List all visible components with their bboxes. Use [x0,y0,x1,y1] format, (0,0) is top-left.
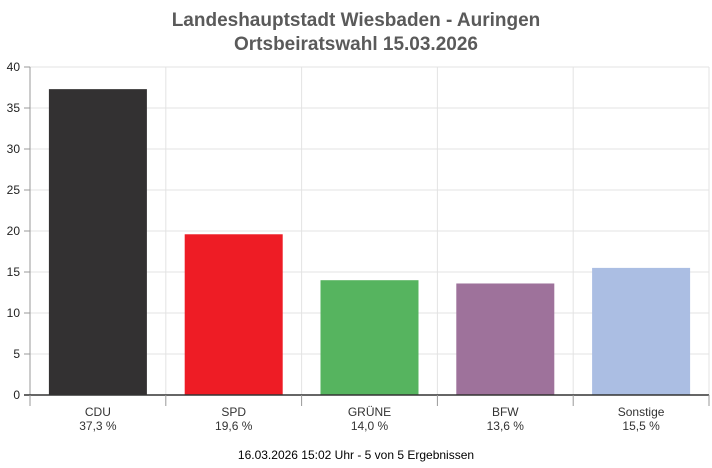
y-tick-label: 15 [7,265,21,279]
x-tick-label: Sonstige [618,405,665,419]
chart-subtitle: Ortsbeiratswahl 15.03.2026 [234,34,478,55]
x-tick-label: SPD [221,405,246,419]
x-tick-label: CDU [85,405,111,419]
x-value-label: 37,3 % [79,419,117,433]
y-tick-label: 25 [7,183,21,197]
x-value-label: 19,6 % [215,419,253,433]
bar-bfw [456,283,555,395]
chart-title: Landeshauptstadt Wiesbaden - Auringen [171,10,541,31]
bar-spd [184,234,283,395]
x-value-label: 15,5 % [622,419,660,433]
x-tick-label: BFW [492,405,519,419]
x-value-label: 13,6 % [487,419,525,433]
y-tick-label: 0 [13,388,20,402]
chart-footer: 16.03.2026 15:02 Uhr - 5 von 5 Ergebniss… [237,448,475,462]
y-tick-label: 5 [13,347,20,361]
y-tick-label: 40 [7,60,21,74]
bar-grüne [320,280,419,395]
bar-cdu [48,89,147,395]
y-tick-label: 35 [7,101,21,115]
y-tick-label: 10 [7,306,21,320]
x-value-label: 14,0 % [351,419,389,433]
y-tick-label: 30 [7,142,21,156]
x-tick-label: GRÜNE [348,405,391,419]
y-tick-label: 20 [7,224,21,238]
bar-sonstige [592,267,691,395]
